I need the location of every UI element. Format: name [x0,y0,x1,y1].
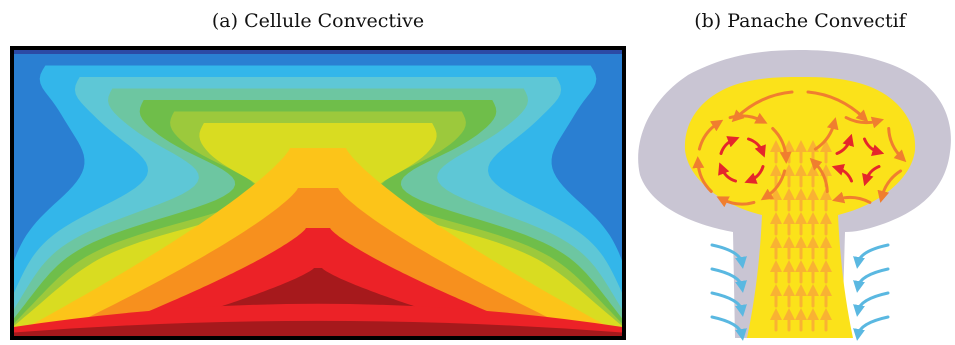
entrainment-arrow-left [710,267,747,293]
vortex-inner-arrow [718,162,737,183]
entrainment-arrow-right [853,315,890,341]
entrainment-arrow-left [710,243,747,269]
entrainment-arrow-left [710,315,747,341]
vortex-inner-arrow [863,137,885,156]
boundary-layer-level-11 [12,320,624,338]
panel-a-caption: (a) Cellule Convective [211,10,425,32]
vortex-inner-arrow [747,137,766,158]
convective-plume-diagram [638,50,951,341]
panel-b-caption: (b) Panache Convectif [694,10,906,32]
convection-cell-field [12,48,624,338]
vortex-outer-arrow [771,127,792,164]
vortex-outer-arrow [813,117,839,151]
vortex-outer-arrow [716,196,756,208]
vortex-inner-arrow [835,133,854,155]
vortex-outer-arrow [844,116,884,129]
vortex-inner-arrow [719,136,740,155]
vortex-outer-arrow [697,119,724,151]
vortex-inner-arrow [862,165,881,187]
cap-spread-arrow [806,90,869,123]
entrainment-arrow-right [853,243,890,269]
entrainment-arrow-right [853,267,890,293]
entrainment-arrow-left [710,291,747,317]
vortex-outer-arrow [760,169,787,201]
vortex-outer-arrow [692,156,713,193]
vortex-outer-arrow [809,157,829,193]
convection-cell-frame [10,46,626,340]
vortex-outer-arrow [877,169,903,203]
vortex-inner-arrow [744,165,765,184]
vortex-outer-arrow [832,191,872,204]
vortex-outer-arrow [887,127,907,163]
entrainment-arrow-right [853,291,890,317]
cap-spread-arrow [731,90,794,123]
vortex-inner-arrow [831,164,853,183]
